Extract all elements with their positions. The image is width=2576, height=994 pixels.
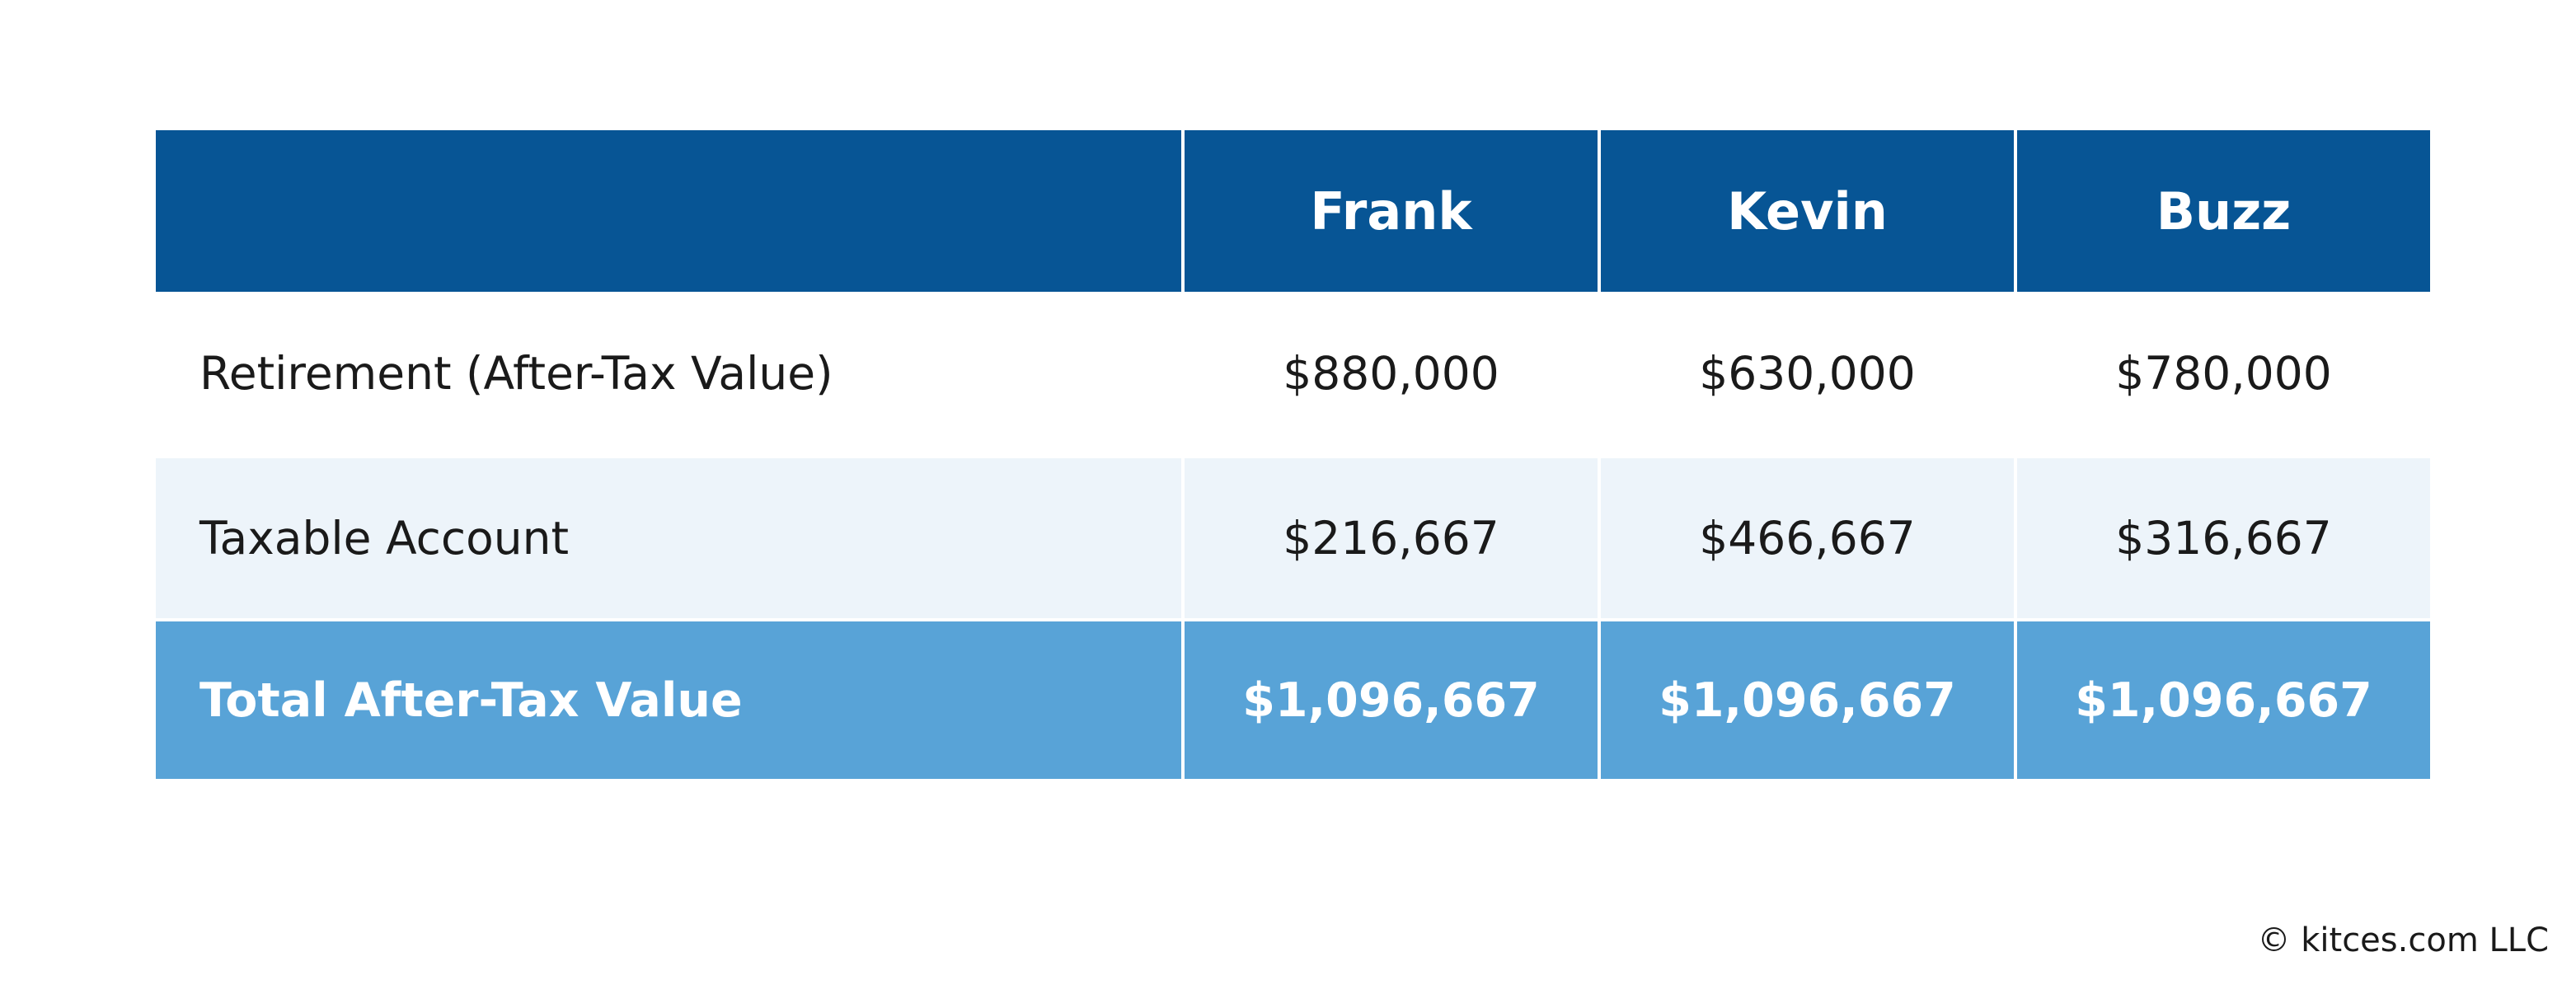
comparison-table-container: Frank Kevin Buzz Retirement (After-Tax V… [156, 130, 2430, 779]
cell-taxable-kevin: $466,667 [1598, 455, 2014, 618]
cell-retirement-kevin: $630,000 [1598, 292, 2014, 455]
header-frank: Frank [1181, 130, 1598, 292]
cell-total-frank: $1,096,667 [1181, 618, 1598, 779]
cell-taxable-buzz: $316,667 [2014, 455, 2430, 618]
cell-total-buzz: $1,096,667 [2014, 618, 2430, 779]
header-buzz: Buzz [2014, 130, 2430, 292]
table-row-taxable: Taxable Account $216,667 $466,667 $316,6… [156, 455, 2430, 618]
table-row-total: Total After-Tax Value $1,096,667 $1,096,… [156, 618, 2430, 779]
row-label-total: Total After-Tax Value [156, 618, 1181, 779]
table-row-retirement: Retirement (After-Tax Value) $880,000 $6… [156, 292, 2430, 455]
header-empty-cell [156, 130, 1181, 292]
cell-taxable-frank: $216,667 [1181, 455, 1598, 618]
row-label-retirement: Retirement (After-Tax Value) [156, 292, 1181, 455]
cell-retirement-buzz: $780,000 [2014, 292, 2430, 455]
cell-total-kevin: $1,096,667 [1598, 618, 2014, 779]
after-tax-value-table: Frank Kevin Buzz Retirement (After-Tax V… [156, 130, 2430, 779]
cell-retirement-frank: $880,000 [1181, 292, 1598, 455]
row-label-taxable: Taxable Account [156, 455, 1181, 618]
copyright-notice: © kitces.com LLC [2257, 921, 2549, 959]
header-kevin: Kevin [1598, 130, 2014, 292]
table-header-row: Frank Kevin Buzz [156, 130, 2430, 292]
